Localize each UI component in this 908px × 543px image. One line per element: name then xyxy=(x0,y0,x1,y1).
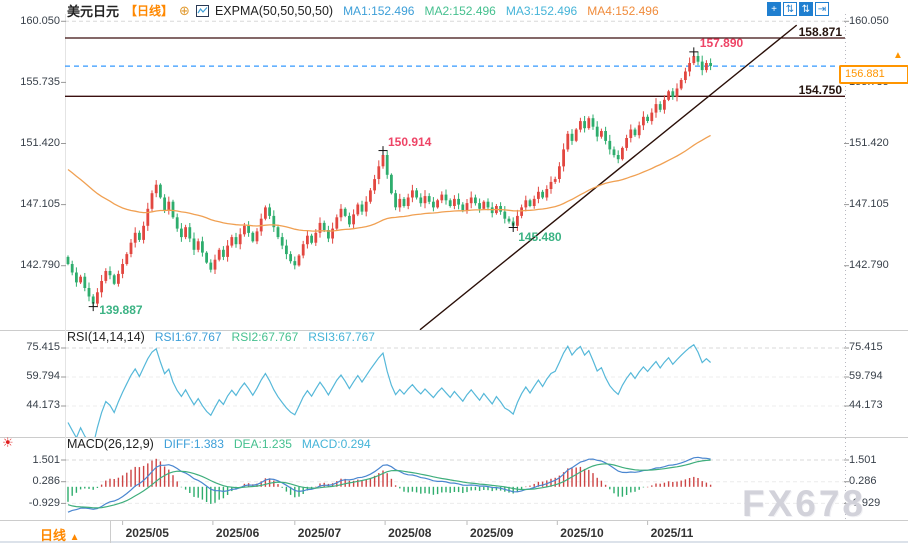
y-axis-label: 142.790 xyxy=(20,259,60,271)
rsi2-value: RSI2:67.767 xyxy=(231,330,299,344)
month-label: 2025/07 xyxy=(297,526,342,540)
macd-axis-label: 1.501 xyxy=(32,454,60,466)
apr-low-label: 139.887 xyxy=(99,302,143,317)
ma2-value: MA2:152.496 xyxy=(424,3,496,18)
indicator-highlight-icon[interactable]: ☀ xyxy=(2,435,14,450)
y-axis-label: 151.420 xyxy=(849,137,889,149)
indicator-label: EXPMA(50,50,50,50) xyxy=(214,3,334,18)
chart-toolbar: + ⇅ ⇅ ⇥ xyxy=(767,2,829,16)
macd-axis-label: -0.929 xyxy=(28,497,60,509)
rsi-panel-header: RSI(14,14,14) RSI1:67.767 RSI2:67.767 RS… xyxy=(67,330,375,344)
ma4-value: MA4:152.496 xyxy=(587,3,659,18)
rsi-title: RSI(14,14,14) xyxy=(67,330,145,344)
ma3-value: MA3:152.496 xyxy=(505,3,578,18)
y-axis-label: 160.050 xyxy=(20,15,60,27)
caret-up-icon: ▲ xyxy=(69,532,80,543)
macd-axis-label: 0.286 xyxy=(849,475,877,487)
diff-value: DIFF:1.383 xyxy=(163,437,224,451)
rsi-axis-label: 59.794 xyxy=(849,370,883,382)
fx678-watermark: FX678 xyxy=(742,483,867,524)
timeframe-button-label: 日线 xyxy=(40,528,67,543)
month-label: 2025/11 xyxy=(650,526,694,540)
rsi3-value: RSI3:67.767 xyxy=(308,330,375,344)
month-label: 2025/08 xyxy=(388,526,432,540)
month-label: 2025/05 xyxy=(125,526,169,540)
month-label: 2025/09 xyxy=(470,526,514,540)
y-axis-label: 160.050 xyxy=(849,15,889,27)
pan-tool-icon[interactable]: + xyxy=(767,2,781,16)
rsi-axis-label: 75.415 xyxy=(849,341,883,353)
shift-right-icon[interactable]: ⇥ xyxy=(815,2,829,16)
timeframe-button[interactable]: 日线 ▲ xyxy=(40,525,80,543)
macd-title: MACD(26,12,9) xyxy=(67,437,154,451)
macd-panel-header: MACD(26,12,9) DIFF:1.383 DEA:1.235 MACD:… xyxy=(67,437,371,451)
y-axis-label: 147.105 xyxy=(849,198,889,210)
month-label: 2025/10 xyxy=(560,526,604,540)
ma1-value: MA1:152.496 xyxy=(343,3,415,18)
dea-value: DEA:1.235 xyxy=(233,437,292,451)
price-up-arrow-icon: ▲ xyxy=(893,50,903,61)
sep-low-label: 145.480 xyxy=(518,230,562,245)
y-axis-label: 155.735 xyxy=(20,76,60,88)
y-axis-label: 142.790 xyxy=(849,259,889,271)
auto-scale-icon[interactable]: ⇅ xyxy=(783,2,797,16)
symbol-title: 美元日元 xyxy=(67,4,120,19)
rsi-axis-label: 44.173 xyxy=(849,399,883,411)
jul-high-label: 150.914 xyxy=(388,134,432,149)
chart-header: 美元日元 【日线】 ⊕ EXPMA(50,50,50,50) MA1:152.4… xyxy=(67,1,659,20)
manual-scale-icon[interactable]: ⇅ xyxy=(799,2,813,16)
chart-type-icon xyxy=(195,4,209,17)
current-price-tag: 156.881 xyxy=(839,65,908,84)
rsi-axis-label: 44.173 xyxy=(26,399,60,411)
month-label: 2025/06 xyxy=(215,526,260,540)
rsi-axis-label: 75.415 xyxy=(26,341,60,353)
macd-axis-label: 0.286 xyxy=(32,475,60,487)
macd-axis-label: -0.929 xyxy=(849,497,881,509)
time-axis-divider xyxy=(110,521,111,543)
macd-axis-label: 1.501 xyxy=(849,454,877,466)
resistance-line-label: 158.871 xyxy=(798,24,842,39)
add-indicator-icon[interactable]: ⊕ xyxy=(179,2,190,18)
y-axis-label: 151.420 xyxy=(20,137,60,149)
support-line-label: 154.750 xyxy=(798,83,842,98)
rsi1-value: RSI1:67.767 xyxy=(154,330,222,344)
y-axis-label: 147.105 xyxy=(20,198,60,210)
nov-high-label: 157.890 xyxy=(699,35,744,50)
macd-value: MACD:0.294 xyxy=(301,437,371,451)
rsi-axis-label: 59.794 xyxy=(26,370,60,382)
timeframe-badge[interactable]: 【日线】 xyxy=(125,4,174,18)
